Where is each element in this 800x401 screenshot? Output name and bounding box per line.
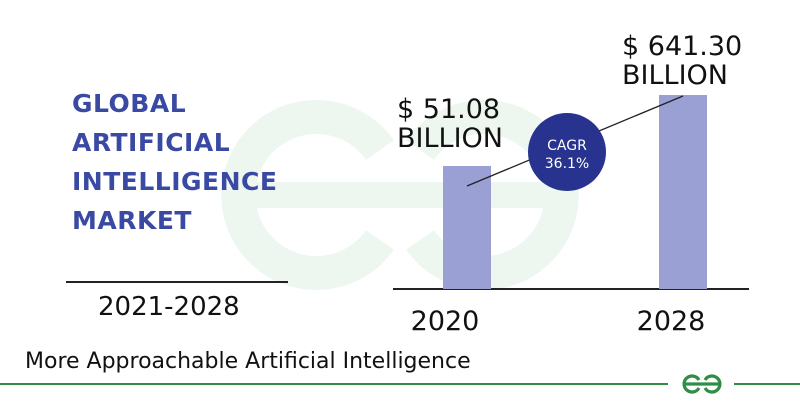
footer-divider-right: [734, 383, 800, 385]
data-label-2020-line2: BILLION: [397, 123, 503, 154]
footer-divider-left: [0, 383, 668, 385]
title-line-3: INTELLIGENCE: [72, 167, 278, 196]
cagr-badge-value: 36.1%: [545, 156, 589, 172]
data-label-2028-line2: BILLION: [622, 60, 728, 91]
title-line-4: MARKET: [72, 206, 192, 235]
title-line-2: ARTIFICIAL: [72, 128, 231, 157]
data-label-2028-line1: $ 641.30: [622, 31, 742, 62]
title-line-1: GLOBAL: [72, 89, 187, 118]
x-tick-label-2028: 2028: [637, 306, 706, 337]
bar-2020: [443, 166, 491, 289]
forecast-period: 2021-2028: [98, 292, 240, 322]
data-label-2020-line1: $ 51.08: [397, 94, 500, 125]
cagr-badge: [528, 113, 606, 191]
geeksforgeeks-logo-icon: [682, 374, 722, 394]
market-title: GLOBAL ARTIFICIAL INTELLIGENCE MARKET: [72, 84, 277, 240]
title-divider: [66, 281, 288, 283]
page-subtitle: More Approachable Artificial Intelligenc…: [25, 349, 471, 374]
cagr-badge-label: CAGR: [547, 138, 587, 154]
bar-2028: [659, 95, 707, 289]
x-tick-label-2020: 2020: [411, 306, 480, 337]
